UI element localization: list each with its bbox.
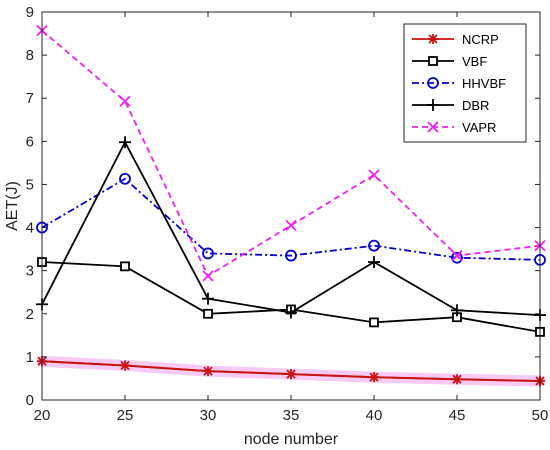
legend-marker-dbr — [427, 99, 439, 111]
data-point-dbr — [285, 306, 297, 319]
marker-x-b — [119, 95, 131, 107]
data-point-ncrp — [203, 366, 213, 377]
legend-item-dbr: DBR — [412, 98, 489, 113]
marker-circle — [119, 172, 131, 185]
x-tick-label: 30 — [200, 407, 217, 424]
x-tick-label: 40 — [366, 407, 383, 424]
marker-circle — [202, 247, 214, 260]
x-tick-label: 25 — [117, 407, 134, 424]
data-point-vapr — [119, 95, 131, 107]
marker-ast-b — [369, 372, 379, 382]
legend-label-hhvbf: HHVBF — [462, 76, 506, 91]
data-point-ncrp — [369, 372, 379, 383]
legend-label-dbr: DBR — [462, 98, 489, 113]
y-tick-label: 0 — [26, 392, 34, 409]
data-point-dbr — [368, 256, 380, 269]
x-axis-label: node number — [244, 431, 339, 448]
y-axis-label: AET(J) — [4, 181, 21, 231]
data-point-vbf — [369, 317, 379, 328]
x-tick-label: 35 — [283, 407, 300, 424]
legend-item-vapr: VAPR — [412, 120, 496, 135]
marker-square — [203, 308, 213, 319]
marker-x-b — [451, 249, 463, 262]
series-ncrp — [36, 355, 546, 387]
data-point-hhvbf — [451, 251, 463, 264]
x-tick-label: 45 — [449, 407, 466, 424]
data-point-vapr — [285, 219, 297, 232]
x-tick-label: 50 — [532, 407, 549, 424]
marker-circle — [368, 239, 380, 252]
data-point-ncrp — [120, 360, 130, 371]
legend: NCRP VBF HHVBF DBR VAPR — [403, 23, 527, 143]
y-tick-label: 3 — [26, 263, 34, 280]
marker-ast-b — [428, 34, 438, 44]
marker-ast-b — [203, 366, 213, 376]
data-point-vapr — [451, 249, 463, 262]
data-point-vbf — [203, 308, 213, 319]
data-point-hhvbf — [119, 172, 131, 185]
y-tick-label: 1 — [26, 349, 34, 366]
y-tick-label: 5 — [26, 176, 34, 193]
marker-x-b — [202, 270, 214, 282]
marker-square — [428, 56, 438, 66]
legend-marker-vbf — [428, 56, 438, 66]
data-point-vbf — [120, 261, 130, 272]
y-tick-label: 8 — [26, 47, 34, 64]
y-tick-label: 6 — [26, 133, 34, 150]
marker-ast-b — [286, 369, 296, 379]
legend-box — [403, 23, 527, 143]
legend-item-hhvbf: HHVBF — [412, 76, 506, 91]
marker-ast-b — [452, 374, 462, 384]
marker-square — [120, 261, 130, 272]
data-point-dbr — [451, 304, 463, 317]
data-point-vapr — [368, 169, 380, 181]
legend-label-ncrp: NCRP — [462, 32, 499, 47]
legend-label-vapr: VAPR — [462, 120, 496, 135]
legend-marker-hhvbf — [427, 77, 439, 89]
data-point-hhvbf — [202, 247, 214, 260]
legend-item-vbf: VBF — [412, 54, 487, 69]
data-point-hhvbf — [285, 249, 297, 262]
data-point-ncrp — [452, 374, 462, 385]
legend-marker-ncrp — [428, 34, 438, 44]
marker-circle — [285, 249, 297, 262]
marker-x-b — [285, 219, 297, 232]
y-tick-label: 7 — [26, 90, 34, 107]
marker-circle — [451, 251, 463, 264]
legend-item-ncrp: NCRP — [412, 32, 499, 47]
data-point-ncrp — [286, 369, 296, 380]
y-tick-label: 2 — [26, 306, 34, 323]
marker-circle — [427, 77, 439, 89]
series-hhvbf-line — [41, 177, 541, 261]
marker-x-b — [368, 169, 380, 181]
data-point-dbr — [202, 292, 214, 305]
marker-square — [369, 317, 379, 328]
data-point-vapr — [202, 270, 214, 282]
data-point-hhvbf — [368, 239, 380, 252]
legend-label-vbf: VBF — [462, 54, 487, 69]
x-tick-label: 20 — [34, 407, 51, 424]
y-tick-label: 9 — [26, 4, 34, 21]
data-point-dbr — [119, 136, 131, 149]
marker-x-b — [427, 121, 439, 133]
y-tick-label: 4 — [26, 220, 34, 237]
marker-ast-b — [120, 360, 130, 371]
legend-marker-vapr — [427, 121, 439, 133]
